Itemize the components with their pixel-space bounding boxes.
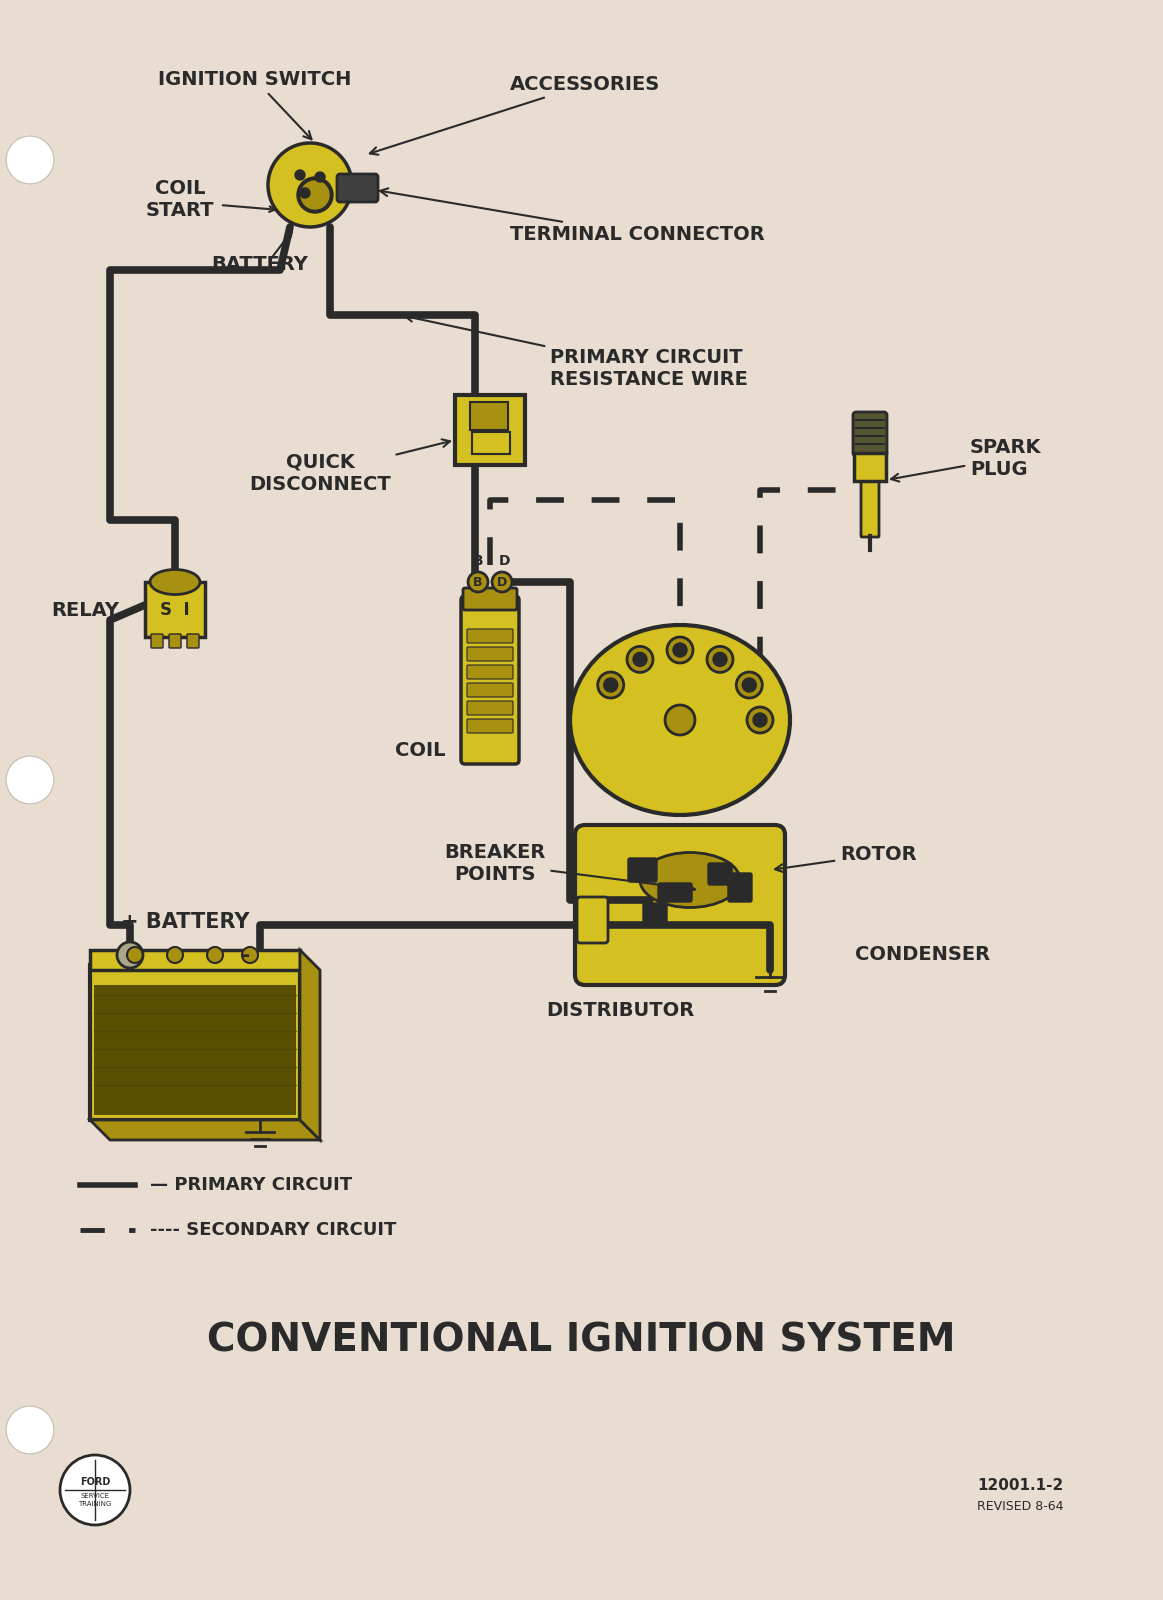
FancyBboxPatch shape xyxy=(852,411,887,456)
Circle shape xyxy=(742,678,756,691)
Circle shape xyxy=(604,678,618,691)
Text: CONVENTIONAL IGNITION SYSTEM: CONVENTIONAL IGNITION SYSTEM xyxy=(207,1322,955,1358)
FancyBboxPatch shape xyxy=(861,480,879,538)
FancyBboxPatch shape xyxy=(628,858,657,882)
Text: D: D xyxy=(497,576,507,589)
Circle shape xyxy=(673,643,687,658)
Text: REVISED 8-64: REVISED 8-64 xyxy=(977,1501,1063,1514)
FancyBboxPatch shape xyxy=(151,634,163,648)
Text: RELAY: RELAY xyxy=(51,600,119,619)
FancyBboxPatch shape xyxy=(468,629,513,643)
FancyBboxPatch shape xyxy=(337,174,378,202)
Text: 12001.1-2: 12001.1-2 xyxy=(977,1478,1063,1493)
FancyBboxPatch shape xyxy=(461,595,519,765)
FancyBboxPatch shape xyxy=(708,862,732,885)
Circle shape xyxy=(665,706,695,734)
Circle shape xyxy=(668,637,693,662)
Ellipse shape xyxy=(570,626,790,814)
Text: TERMINAL CONNECTOR: TERMINAL CONNECTOR xyxy=(380,189,765,243)
FancyBboxPatch shape xyxy=(169,634,181,648)
Text: IGNITION SWITCH: IGNITION SWITCH xyxy=(158,70,351,139)
Text: BATTERY: BATTERY xyxy=(212,254,308,274)
FancyBboxPatch shape xyxy=(455,395,525,466)
Circle shape xyxy=(297,178,333,213)
Text: B: B xyxy=(473,576,483,589)
Text: B: B xyxy=(472,554,484,568)
FancyBboxPatch shape xyxy=(94,986,297,1115)
Circle shape xyxy=(242,947,258,963)
Circle shape xyxy=(267,142,352,227)
Circle shape xyxy=(60,1454,130,1525)
Text: ---- SECONDARY CIRCUIT: ---- SECONDARY CIRCUIT xyxy=(150,1221,397,1238)
Circle shape xyxy=(713,653,727,666)
FancyBboxPatch shape xyxy=(187,634,199,648)
Text: CONDENSER: CONDENSER xyxy=(855,946,990,965)
Circle shape xyxy=(117,942,143,968)
Text: + BATTERY: + BATTERY xyxy=(121,912,249,931)
FancyBboxPatch shape xyxy=(90,950,300,970)
Text: COIL: COIL xyxy=(394,741,445,760)
Circle shape xyxy=(492,573,512,592)
Circle shape xyxy=(6,1406,53,1454)
Text: -: - xyxy=(241,946,250,966)
Text: QUICK
DISCONNECT: QUICK DISCONNECT xyxy=(249,440,450,494)
FancyBboxPatch shape xyxy=(854,453,886,482)
Text: BREAKER
POINTS: BREAKER POINTS xyxy=(444,843,695,893)
FancyBboxPatch shape xyxy=(468,646,513,661)
Circle shape xyxy=(736,672,762,698)
Text: COIL
START: COIL START xyxy=(145,179,214,221)
Circle shape xyxy=(707,646,733,672)
Circle shape xyxy=(300,187,311,198)
FancyBboxPatch shape xyxy=(575,826,785,986)
Text: S  I: S I xyxy=(160,602,190,619)
Text: DISTRIBUTOR: DISTRIBUTOR xyxy=(545,1000,694,1019)
Circle shape xyxy=(598,672,623,698)
Circle shape xyxy=(747,707,773,733)
FancyBboxPatch shape xyxy=(468,666,513,678)
FancyBboxPatch shape xyxy=(577,898,608,942)
Polygon shape xyxy=(90,1120,320,1139)
Text: ACCESSORIES: ACCESSORIES xyxy=(370,75,661,155)
Text: D: D xyxy=(498,554,509,568)
FancyBboxPatch shape xyxy=(470,402,508,430)
Circle shape xyxy=(468,573,488,592)
Circle shape xyxy=(633,653,647,666)
FancyBboxPatch shape xyxy=(468,701,513,715)
Polygon shape xyxy=(300,950,320,1139)
Circle shape xyxy=(127,947,143,963)
Circle shape xyxy=(207,947,223,963)
Text: ROTOR: ROTOR xyxy=(775,845,916,872)
FancyBboxPatch shape xyxy=(90,965,300,1120)
Text: PRIMARY CIRCUIT
RESISTANCE WIRE: PRIMARY CIRCUIT RESISTANCE WIRE xyxy=(405,314,748,389)
Circle shape xyxy=(295,170,305,179)
Circle shape xyxy=(6,757,53,803)
FancyBboxPatch shape xyxy=(728,874,752,902)
Circle shape xyxy=(752,714,768,726)
FancyBboxPatch shape xyxy=(468,718,513,733)
Circle shape xyxy=(167,947,183,963)
Text: SERVICE: SERVICE xyxy=(80,1493,109,1499)
Text: — PRIMARY CIRCUIT: — PRIMARY CIRCUIT xyxy=(150,1176,352,1194)
Text: TRAINING: TRAINING xyxy=(78,1501,112,1507)
FancyBboxPatch shape xyxy=(658,883,692,902)
Circle shape xyxy=(301,181,329,210)
FancyBboxPatch shape xyxy=(643,902,668,926)
Text: FORD: FORD xyxy=(80,1477,110,1486)
FancyBboxPatch shape xyxy=(145,582,205,637)
Circle shape xyxy=(6,136,53,184)
FancyBboxPatch shape xyxy=(472,432,511,454)
Ellipse shape xyxy=(150,570,200,595)
Circle shape xyxy=(315,171,324,182)
Text: SPARK
PLUG: SPARK PLUG xyxy=(891,438,1042,482)
Circle shape xyxy=(627,646,652,672)
FancyBboxPatch shape xyxy=(468,683,513,698)
Ellipse shape xyxy=(640,853,740,907)
FancyBboxPatch shape xyxy=(463,587,518,610)
